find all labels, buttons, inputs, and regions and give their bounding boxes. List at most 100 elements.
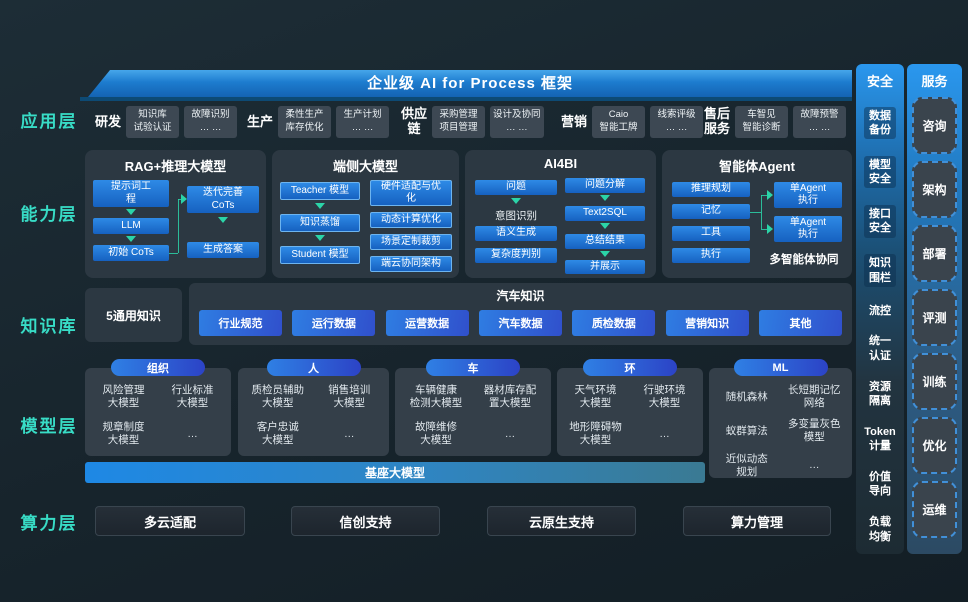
flow-pill: 记忆 <box>672 204 750 219</box>
arrow-down-icon <box>600 223 610 229</box>
model-item: 器材库存配 置大模型 <box>483 384 537 410</box>
model-item: 客户忠诚 大模型 <box>256 421 299 447</box>
flow-pill: 总结结果 <box>565 234 645 249</box>
security-item: 负载 均衡 <box>869 516 891 543</box>
app-chip: 采购管理 项目管理 <box>432 106 486 138</box>
model-group-header: 人 <box>266 359 361 376</box>
model-item: 质检员辅助 大模型 <box>251 384 305 410</box>
app-group-production: 生产 柔性生产 库存优化 生产计划 … … <box>247 103 390 141</box>
service-panel: 服务 咨询 架构 部署 评测 训练 优化 运维 <box>907 64 962 554</box>
service-item: 优化 <box>912 417 957 474</box>
flow-pill: 初始 CoTs <box>93 245 169 261</box>
security-item: 数据 备份 <box>864 106 896 140</box>
capability-box-title: 端侧大模型 <box>332 159 398 174</box>
model-item: … <box>659 427 670 440</box>
model-item: 天气环境 大模型 <box>574 384 617 410</box>
auto-knowledge-panel: 汽车知识 行业规范 运行数据 运营数据 汽车数据 质检数据 营销知识 其他 <box>189 283 852 345</box>
service-item: 部署 <box>912 225 957 282</box>
app-chip: 柔性生产 库存优化 <box>278 106 332 138</box>
model-item: 行业标准 大模型 <box>171 384 214 410</box>
model-group-people: 人 质检员辅助 大模型 销售培训 大模型 客户忠诚 大模型 … <box>238 359 389 456</box>
layer-label-knowledge: 知识库 <box>20 317 78 336</box>
knowledge-pill: 运行数据 <box>292 310 376 336</box>
flow-pill: 单Agent 执行 <box>774 182 842 208</box>
app-chip: 知识库 试验认证 <box>126 106 180 138</box>
app-group-label: 研发 <box>95 113 122 129</box>
capability-box-edge: 端侧大模型 Teacher 模型 知识蒸馏 Student 模型 硬件适配与优 … <box>272 150 459 278</box>
flow-pill: 推理规划 <box>672 182 750 197</box>
security-item: 接口 安全 <box>864 205 896 238</box>
auto-knowledge-title: 汽车知识 <box>496 289 545 303</box>
model-item: … <box>187 427 198 440</box>
layer-label-model: 模型层 <box>20 417 78 436</box>
connector-line <box>169 253 178 254</box>
app-group-rd: 研发 知识库 试验认证 故障识别 … … <box>95 103 238 141</box>
capability-box-title: 智能体Agent <box>719 159 795 174</box>
arrow-down-icon <box>315 203 325 209</box>
app-chip: 设计及协同 … … <box>490 106 544 138</box>
app-chip: 生产计划 … … <box>336 106 390 138</box>
flow-pill: 复杂度判别 <box>475 248 557 263</box>
flow-pill: 执行 <box>672 248 750 263</box>
flow-pill: LLM <box>93 218 169 234</box>
banner-title: 企业级 AI for Process 框架 <box>88 70 852 97</box>
app-group-label: 生产 <box>247 113 274 129</box>
flow-pill: 单Agent 执行 <box>774 216 842 242</box>
service-item: 评测 <box>912 289 957 346</box>
app-chip: Caio 智能工牌 <box>592 106 646 138</box>
arrow-down-icon <box>511 198 521 204</box>
security-header: 安全 <box>866 74 893 89</box>
security-item: 资源 隔离 <box>869 380 891 407</box>
security-item: Token 计量 <box>864 425 896 453</box>
knowledge-pill-row: 行业规范 运行数据 运营数据 汽车数据 质检数据 营销知识 其他 <box>199 310 842 336</box>
connector-line <box>761 195 762 229</box>
connector-line <box>750 212 761 213</box>
model-group-header: 车 <box>426 359 520 376</box>
arrow-down-icon <box>126 236 136 242</box>
security-item: 模型 安全 <box>864 155 896 189</box>
model-item: 车辆健康 检测大模型 <box>409 384 463 410</box>
arrow-right-icon <box>767 190 773 200</box>
service-item: 架构 <box>912 161 957 218</box>
model-item: 规章制度 大模型 <box>102 421 145 447</box>
flow-pill: 生成答案 <box>187 242 259 258</box>
app-group-label: 售后 服务 <box>704 106 731 136</box>
model-item: … <box>809 459 820 472</box>
model-group-header: 环 <box>583 359 677 376</box>
connector-line <box>178 199 183 200</box>
app-group-marketing: 营销 Caio 智能工牌 线索评级 … … <box>561 103 704 141</box>
model-item: 风险管理 大模型 <box>102 384 145 410</box>
model-group-header: 组织 <box>111 359 205 376</box>
flow-pill: 语义生成 <box>475 226 557 241</box>
banner-underline <box>80 97 852 101</box>
layer-label-app: 应用层 <box>20 112 78 131</box>
app-group-aftersales: 售后 服务 车智见 智能诊断 故障预警 … … <box>704 103 847 141</box>
flow-pill: 问题 <box>475 180 557 195</box>
model-group-environment: 环 天气环境 大模型 行驶环境 大模型 地形障碍物 大模型 … <box>557 359 703 456</box>
model-item: 随机森林 <box>725 390 768 403</box>
layer-label-capability: 能力层 <box>20 205 78 224</box>
service-header: 服务 <box>921 74 948 89</box>
security-item: 统一 认证 <box>869 335 891 362</box>
capability-box-title: AI4BI <box>543 156 578 171</box>
model-item: 行驶环境 大模型 <box>643 384 686 410</box>
app-chip: 线索评级 … … <box>650 106 704 138</box>
flow-pill: Student 模型 <box>280 246 360 264</box>
arrow-down-icon <box>600 195 610 201</box>
model-item: 长短期记忆 网络 <box>788 384 841 410</box>
model-item: 近似动态 规划 <box>725 452 768 478</box>
model-group-header: ML <box>733 359 828 376</box>
multi-agent-note: 多智能体协同 <box>769 254 839 266</box>
flow-pill: 提示词工 程 <box>93 180 169 207</box>
knowledge-pill: 营销知识 <box>665 310 749 336</box>
flow-pill: 迭代完善 CoTs <box>187 186 259 213</box>
model-group-vehicle: 车 车辆健康 检测大模型 器材库存配 置大模型 故障维修 大模型 … <box>395 359 551 456</box>
app-chip: 故障预警 … … <box>793 106 847 138</box>
service-item: 咨询 <box>912 97 957 154</box>
app-group-label: 营销 <box>561 113 588 129</box>
compute-box: 多云适配 <box>95 506 245 536</box>
model-item: … <box>344 427 355 440</box>
capability-box-rag: RAG+推理大模型 提示词工 程 LLM 初始 CoTs 迭代完善 CoTs 生… <box>85 150 266 278</box>
service-item: 训练 <box>912 353 957 410</box>
layer-label-compute: 算力层 <box>20 514 78 533</box>
